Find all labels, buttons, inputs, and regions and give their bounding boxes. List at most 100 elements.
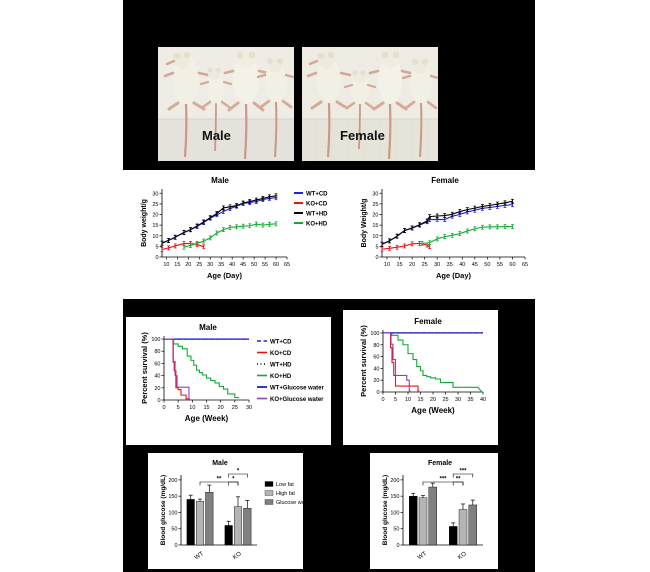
svg-text:WT+HD: WT+HD: [270, 362, 292, 368]
svg-text:65: 65: [284, 262, 290, 268]
svg-text:5: 5: [155, 244, 158, 250]
svg-text:20: 20: [218, 405, 224, 411]
svg-text:WT+CD: WT+CD: [270, 339, 292, 345]
svg-text:45: 45: [472, 262, 478, 268]
glucose-female-panel: Female 0 50 100 150 200 Blood glucose (mg/dL)…: [370, 453, 498, 569]
svg-text:20: 20: [373, 378, 379, 384]
svg-text:50: 50: [171, 527, 177, 533]
svg-text:40: 40: [459, 262, 465, 268]
svg-text:0: 0: [381, 397, 384, 403]
svg-text:Age (Week): Age (Week): [185, 414, 229, 423]
svg-text:10: 10: [152, 234, 158, 240]
svg-text:0: 0: [162, 405, 165, 411]
female-mouse-photo: Female: [302, 47, 438, 161]
svg-text:*: *: [232, 477, 235, 483]
svg-text:Glucose water: Glucose water: [276, 500, 303, 506]
svg-text:15: 15: [152, 223, 158, 229]
svg-text:WT+CD: WT+CD: [306, 191, 328, 197]
svg-text:100: 100: [168, 510, 177, 516]
svg-text:10: 10: [384, 262, 390, 268]
svg-text:KO: KO: [457, 551, 468, 561]
svg-text:Percent survival (%): Percent survival (%): [140, 332, 149, 404]
bodyweight-female-svg: Female 10 15 20 25 30 35 40 45 50 55 60 65 0 5 10 15 20 2…: [361, 176, 528, 280]
svg-text:Percent survival (%): Percent survival (%): [359, 325, 368, 397]
svg-text:KO: KO: [232, 551, 243, 561]
svg-text:10: 10: [163, 262, 169, 268]
svg-text:35: 35: [218, 262, 224, 268]
chart-title: Male: [211, 176, 229, 185]
svg-text:0: 0: [376, 390, 379, 396]
svg-text:Blood glucose (mg/dL): Blood glucose (mg/dL): [160, 475, 167, 545]
svg-text:*: *: [237, 469, 240, 475]
svg-text:60: 60: [154, 361, 160, 367]
svg-text:25: 25: [232, 405, 238, 411]
svg-text:20: 20: [409, 262, 415, 268]
female-mice-image: [302, 47, 438, 161]
male-mouse-photo: Male: [158, 47, 294, 161]
svg-text:25: 25: [442, 397, 448, 403]
svg-text:30: 30: [455, 397, 461, 403]
chart-title: Male: [212, 460, 228, 467]
svg-text:25: 25: [196, 262, 202, 268]
svg-text:WT+Glucose water: WT+Glucose water: [270, 385, 325, 391]
svg-text:***: ***: [459, 469, 467, 475]
svg-text:15: 15: [417, 397, 423, 403]
svg-text:Body Weight/g: Body Weight/g: [361, 199, 368, 248]
svg-text:40: 40: [154, 374, 160, 380]
svg-text:40: 40: [373, 366, 379, 372]
svg-text:30: 30: [207, 262, 213, 268]
svg-text:KO+CD: KO+CD: [306, 201, 328, 207]
svg-text:20: 20: [430, 397, 436, 403]
svg-text:WT: WT: [194, 551, 205, 561]
svg-text:0: 0: [375, 255, 378, 261]
svg-text:***: ***: [439, 477, 447, 483]
svg-text:5: 5: [375, 244, 378, 250]
svg-text:Low fat: Low fat: [276, 482, 294, 488]
svg-text:50: 50: [251, 262, 257, 268]
svg-text:50: 50: [484, 262, 490, 268]
svg-text:200: 200: [168, 478, 177, 484]
survival-male-panel: Male 0 5 10 15 20 25 30 0 20 40 60 80 100 Age (Week) P…: [126, 317, 331, 445]
svg-text:60: 60: [273, 262, 279, 268]
svg-text:10: 10: [189, 405, 195, 411]
svg-text:0: 0: [157, 398, 160, 404]
chart-title: Female: [428, 460, 452, 467]
chart-title: Female: [431, 176, 459, 185]
female-photo-label: Female: [340, 128, 385, 143]
svg-text:100: 100: [151, 337, 160, 343]
survival-male-svg: Male 0 5 10 15 20 25 30 0 20 40 60 80 100 Age (Week) P…: [140, 323, 325, 423]
svg-text:80: 80: [373, 343, 379, 349]
svg-text:WT: WT: [417, 551, 428, 561]
svg-text:0: 0: [396, 543, 399, 549]
svg-text:30: 30: [434, 262, 440, 268]
svg-text:30: 30: [372, 191, 378, 197]
svg-text:**: **: [456, 477, 461, 483]
male-photo-label: Male: [202, 128, 231, 143]
svg-text:10: 10: [372, 234, 378, 240]
svg-text:Blood glucose (mg/dL): Blood glucose (mg/dL): [382, 475, 389, 545]
svg-text:150: 150: [390, 494, 399, 500]
svg-text:15: 15: [174, 262, 180, 268]
svg-text:100: 100: [390, 510, 399, 516]
svg-text:20: 20: [152, 213, 158, 219]
svg-text:40: 40: [480, 397, 486, 403]
bodyweight-male-svg: Male 10 15 20 25 30 35 40 45 50 55 60 65 0 5 10 15 20 25 3…: [141, 176, 328, 280]
svg-text:55: 55: [497, 262, 503, 268]
svg-text:65: 65: [522, 262, 528, 268]
svg-text:High fat: High fat: [276, 491, 295, 497]
svg-text:200: 200: [390, 478, 399, 484]
svg-text:20: 20: [154, 386, 160, 392]
svg-text:40: 40: [229, 262, 235, 268]
svg-text:25: 25: [152, 202, 158, 208]
svg-text:Age (Day): Age (Day): [207, 271, 243, 280]
chart-title: Female: [414, 317, 442, 326]
svg-text:25: 25: [372, 202, 378, 208]
svg-text:WT+HD: WT+HD: [306, 211, 328, 217]
svg-text:35: 35: [467, 397, 473, 403]
svg-text:10: 10: [405, 397, 411, 403]
svg-text:30: 30: [246, 405, 252, 411]
bodyweight-female-chart: Female 10 15 20 25 30 35 40 45 50 55 60 65 0 5 10 15 20 2…: [340, 172, 540, 297]
svg-text:60: 60: [373, 355, 379, 361]
